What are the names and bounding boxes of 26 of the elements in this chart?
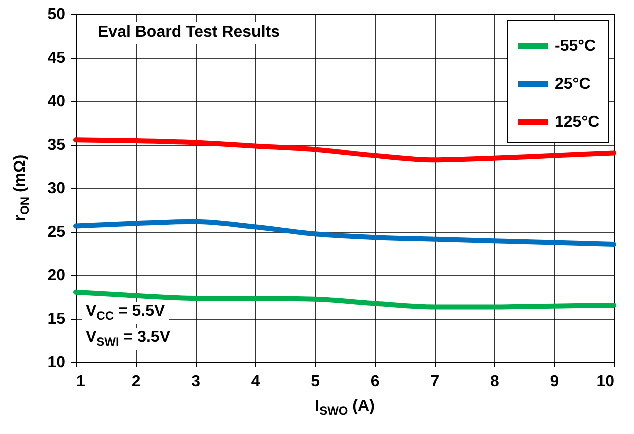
y-tick-label: 25: [48, 224, 66, 241]
annotation: Eval Board Test Results: [94, 22, 284, 44]
y-tick-label: 15: [48, 311, 66, 328]
x-axis-title: I$_{SWO}$ (A): [315, 398, 375, 418]
y-tick-label: 50: [48, 6, 66, 24]
legend-label: 125°C: [555, 114, 600, 131]
x-tick-label: 5: [311, 374, 320, 390]
x-tick-label: 3: [192, 374, 201, 390]
x-tick-label: 1: [76, 374, 86, 390]
x-tick-label: 2: [132, 374, 141, 390]
x-tick-label: 9: [550, 374, 560, 390]
annotation: V$_{CC}$ = 5.5V: [82, 302, 170, 324]
y-tick-label: 45: [48, 50, 66, 67]
legend-label: -55°C: [555, 38, 597, 55]
x-tick-label: 7: [430, 374, 440, 390]
x-tick-label: 4: [251, 374, 260, 390]
legend-label: 25°C: [555, 76, 592, 93]
x-tick-label: 8: [490, 374, 500, 390]
annotation: V$_{SWI}$ = 3.5V: [82, 328, 174, 350]
y-tick-label: 20: [48, 268, 66, 284]
y-tick-label: 10: [48, 354, 66, 372]
x-tick-label: 6: [370, 374, 380, 390]
y-tick-label: 30: [48, 180, 66, 198]
y-tick-label: 35: [48, 137, 66, 154]
x-tick-label: 10: [596, 374, 615, 390]
y-tick-label: 40: [48, 94, 66, 110]
